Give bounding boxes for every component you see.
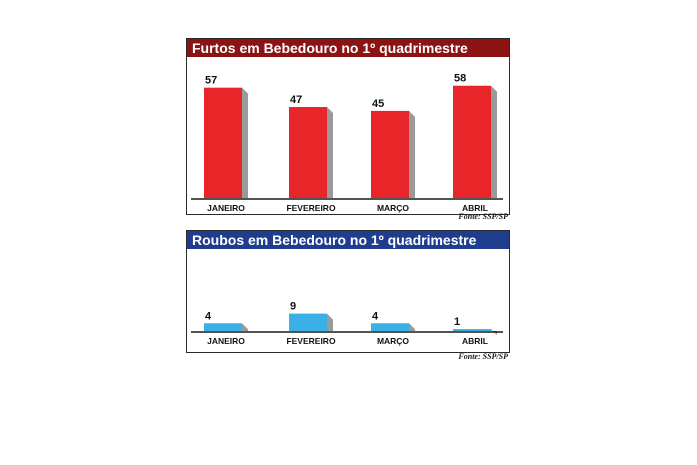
bar (289, 107, 327, 198)
data-label: 47 (290, 94, 302, 106)
bar-shadow (409, 110, 415, 198)
x-tick-label: MARÇO (377, 336, 409, 346)
source-note: Fonte: SSP/SP (458, 352, 508, 361)
bar (453, 329, 491, 331)
chart-title: Furtos em Bebedouro no 1º quadrimestre (187, 39, 509, 57)
bar-shadow (242, 323, 248, 331)
roubos-chart: Roubos em Bebedouro no 1º quadrimestre 4… (186, 230, 510, 353)
furtos-chart: Furtos em Bebedouro no 1º quadrimestre 5… (186, 38, 510, 215)
data-label: 9 (290, 301, 296, 313)
x-tick-label: FEVEREIRO (286, 203, 336, 213)
bar (204, 87, 242, 198)
bar-shadow (242, 87, 248, 198)
x-tick-label: MARÇO (377, 203, 409, 213)
bar-shadow (327, 313, 333, 331)
x-tick-label: JANEIRO (207, 336, 245, 346)
data-label: 4 (372, 310, 379, 322)
chart-title: Roubos em Bebedouro no 1º quadrimestre (187, 231, 509, 249)
data-label: 4 (205, 310, 212, 322)
furtos-plot: 57 JANEIRO 47 FEVEREIRO 45 MARÇO 58 ABRIL (191, 73, 503, 213)
x-tick-label: ABRIL (462, 336, 488, 346)
bar-shadow (409, 323, 415, 331)
data-label: 45 (372, 98, 384, 110)
x-tick-label: FEVEREIRO (286, 336, 336, 346)
x-tick-label: ABRIL (462, 203, 488, 213)
x-tick-label: JANEIRO (207, 203, 245, 213)
bar (453, 85, 491, 198)
data-label: 58 (454, 73, 466, 85)
bar-shadow (491, 85, 497, 198)
data-label: 1 (454, 316, 460, 328)
source-note: Fonte: SSP/SP (458, 212, 508, 221)
bar-shadow (327, 107, 333, 198)
data-label: 57 (205, 75, 217, 87)
bar (204, 323, 242, 331)
bar (289, 313, 327, 331)
bar (371, 323, 409, 331)
bar (371, 110, 409, 198)
